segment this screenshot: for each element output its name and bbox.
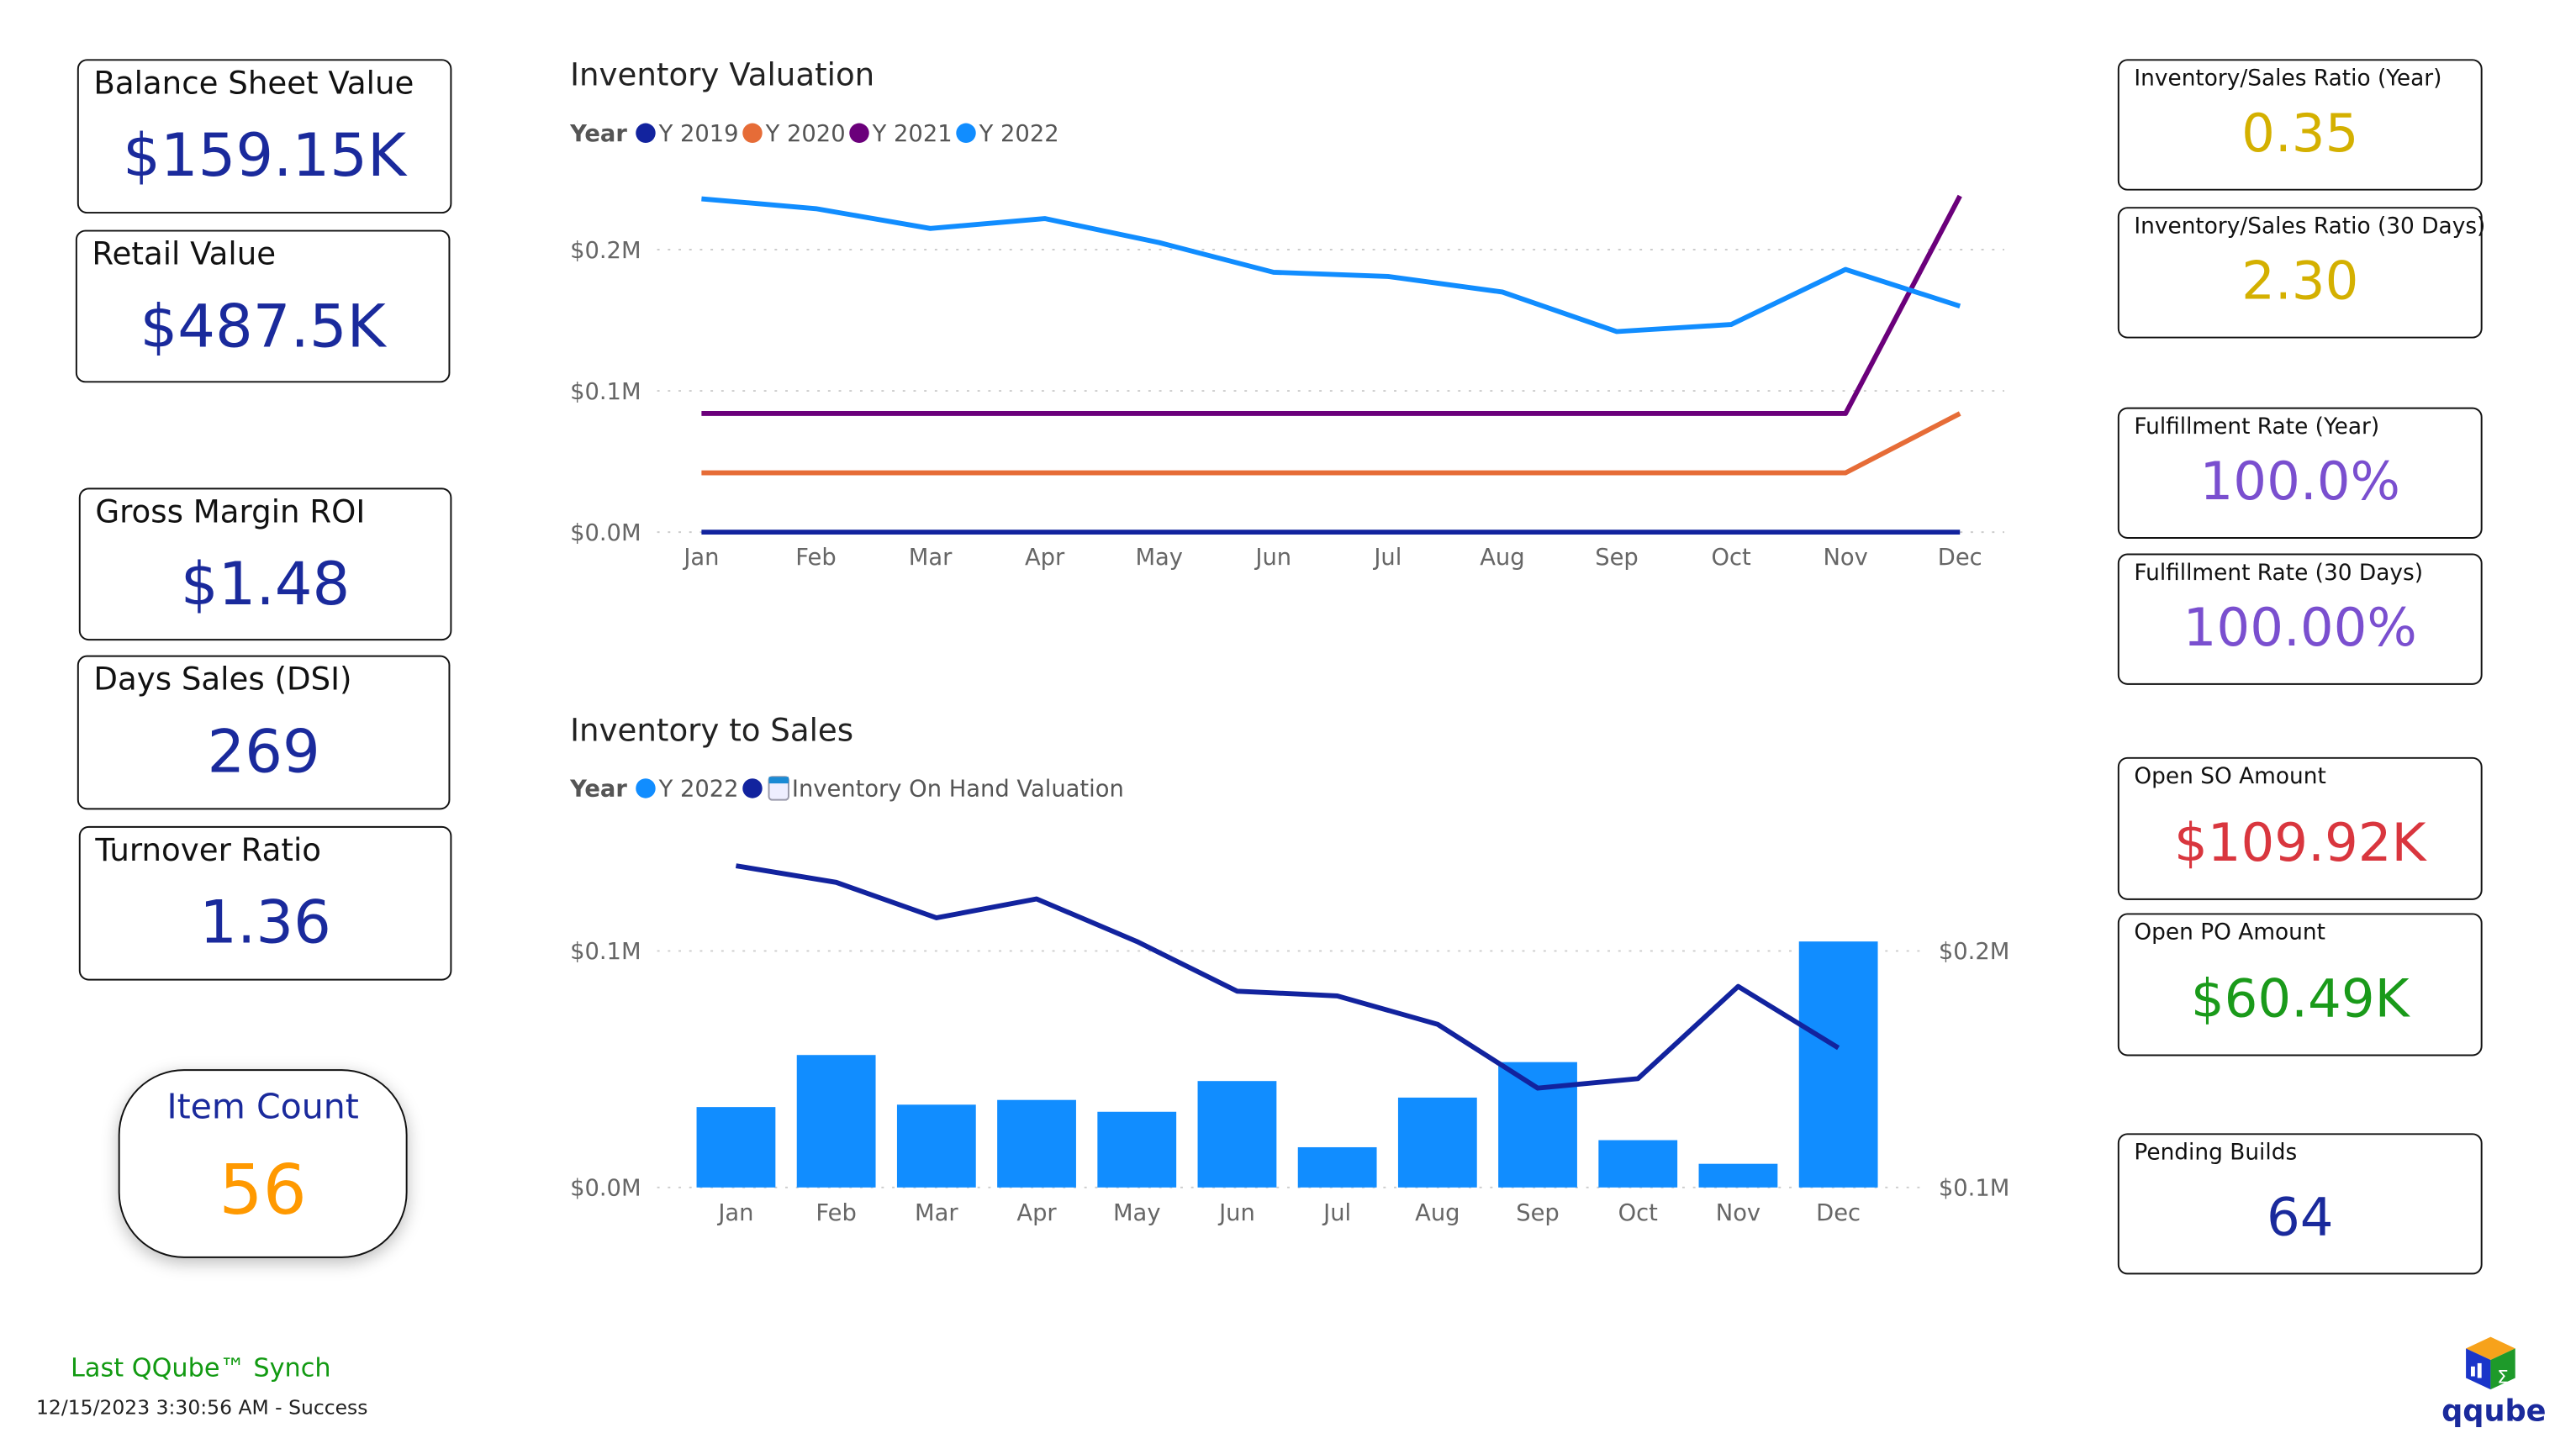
x-tick-label: Feb bbox=[816, 1200, 856, 1226]
x-tick-label: Sep bbox=[1595, 545, 1639, 571]
y-tick-label-left: $0.1M bbox=[570, 939, 641, 965]
bar-oct bbox=[1598, 1141, 1677, 1188]
bar-apr bbox=[997, 1100, 1076, 1188]
x-tick-label: Apr bbox=[1025, 545, 1065, 571]
y-tick-label-right: $0.2M bbox=[1939, 939, 2009, 965]
legend-label: Y 2020 bbox=[765, 121, 846, 147]
x-tick-label: May bbox=[1135, 545, 1183, 571]
x-tick-label: Apr bbox=[1016, 1200, 1057, 1226]
y-tick-label: $0.2M bbox=[570, 238, 641, 264]
legend-title: Year bbox=[569, 121, 627, 147]
series-line-y-2022 bbox=[701, 199, 1960, 332]
sync-title: Last QQube™ Synch bbox=[71, 1353, 331, 1383]
bar-jul bbox=[1298, 1147, 1377, 1188]
x-tick-label: Dec bbox=[1816, 1200, 1861, 1226]
legend-label: Y 2019 bbox=[658, 121, 739, 147]
x-tick-label: Jul bbox=[1322, 1200, 1351, 1226]
x-tick-label: Mar bbox=[915, 1200, 958, 1226]
x-tick-label: Oct bbox=[1618, 1200, 1659, 1226]
bar-mar bbox=[897, 1104, 976, 1187]
legend-marker-icon bbox=[742, 124, 762, 143]
x-tick-label: Mar bbox=[909, 545, 953, 571]
sync-status: 12/15/2023 3:30:56 AM - Success bbox=[36, 1396, 368, 1419]
x-tick-label: Jun bbox=[1217, 1200, 1255, 1226]
x-tick-label: Aug bbox=[1480, 545, 1524, 571]
svg-text:Σ: Σ bbox=[2497, 1367, 2509, 1388]
legend-label: Y 2022 bbox=[979, 121, 1059, 147]
x-tick-label: Nov bbox=[1823, 545, 1867, 571]
x-tick-label: Jun bbox=[1254, 545, 1291, 571]
svg-text:qqube: qqube bbox=[2441, 1394, 2546, 1428]
x-tick-label: Dec bbox=[1938, 545, 1982, 571]
legend-marker-icon bbox=[636, 124, 655, 143]
y-tick-label: $0.1M bbox=[570, 379, 641, 405]
x-tick-label: Jan bbox=[682, 545, 719, 571]
bar-feb bbox=[797, 1055, 876, 1188]
y-tick-label-right: $0.1M bbox=[1939, 1176, 2009, 1202]
legend-marker-icon bbox=[636, 778, 655, 798]
series-line-y-2020 bbox=[701, 414, 1960, 473]
bar-sep bbox=[1498, 1062, 1577, 1188]
y-tick-label: $0.0M bbox=[570, 520, 641, 546]
x-tick-label: May bbox=[1113, 1200, 1161, 1226]
x-tick-label: Aug bbox=[1415, 1200, 1460, 1226]
legend-label: Inventory On Hand Valuation bbox=[792, 777, 1124, 803]
qqube-logo: Σ qqube bbox=[2436, 1334, 2552, 1432]
inventory-on-hand-line bbox=[736, 866, 1838, 1088]
legend-label: Y 2021 bbox=[872, 121, 953, 147]
x-tick-label: Sep bbox=[1516, 1200, 1560, 1226]
x-tick-label: Feb bbox=[795, 545, 836, 571]
qqube-cube-icon: Σ qqube bbox=[2436, 1334, 2552, 1432]
bar-aug bbox=[1398, 1098, 1477, 1188]
bar-jan bbox=[697, 1107, 776, 1188]
legend-label: Y 2022 bbox=[658, 777, 739, 803]
x-tick-label: Jan bbox=[716, 1200, 753, 1226]
x-tick-label: Nov bbox=[1716, 1200, 1760, 1226]
y-tick-label-left: $0.0M bbox=[570, 1176, 641, 1202]
x-tick-label: Jul bbox=[1372, 545, 1401, 571]
legend-marker-icon bbox=[956, 124, 975, 143]
bar-dec bbox=[1799, 941, 1878, 1188]
legend-marker-icon bbox=[849, 124, 868, 143]
calendar-icon-header bbox=[769, 777, 789, 783]
bar-nov bbox=[1699, 1164, 1778, 1188]
bar-jun bbox=[1198, 1081, 1277, 1188]
x-tick-label: Oct bbox=[1711, 545, 1751, 571]
bar-may bbox=[1097, 1112, 1176, 1188]
legend-marker-icon bbox=[742, 778, 762, 798]
legend-title: Year bbox=[569, 777, 627, 803]
